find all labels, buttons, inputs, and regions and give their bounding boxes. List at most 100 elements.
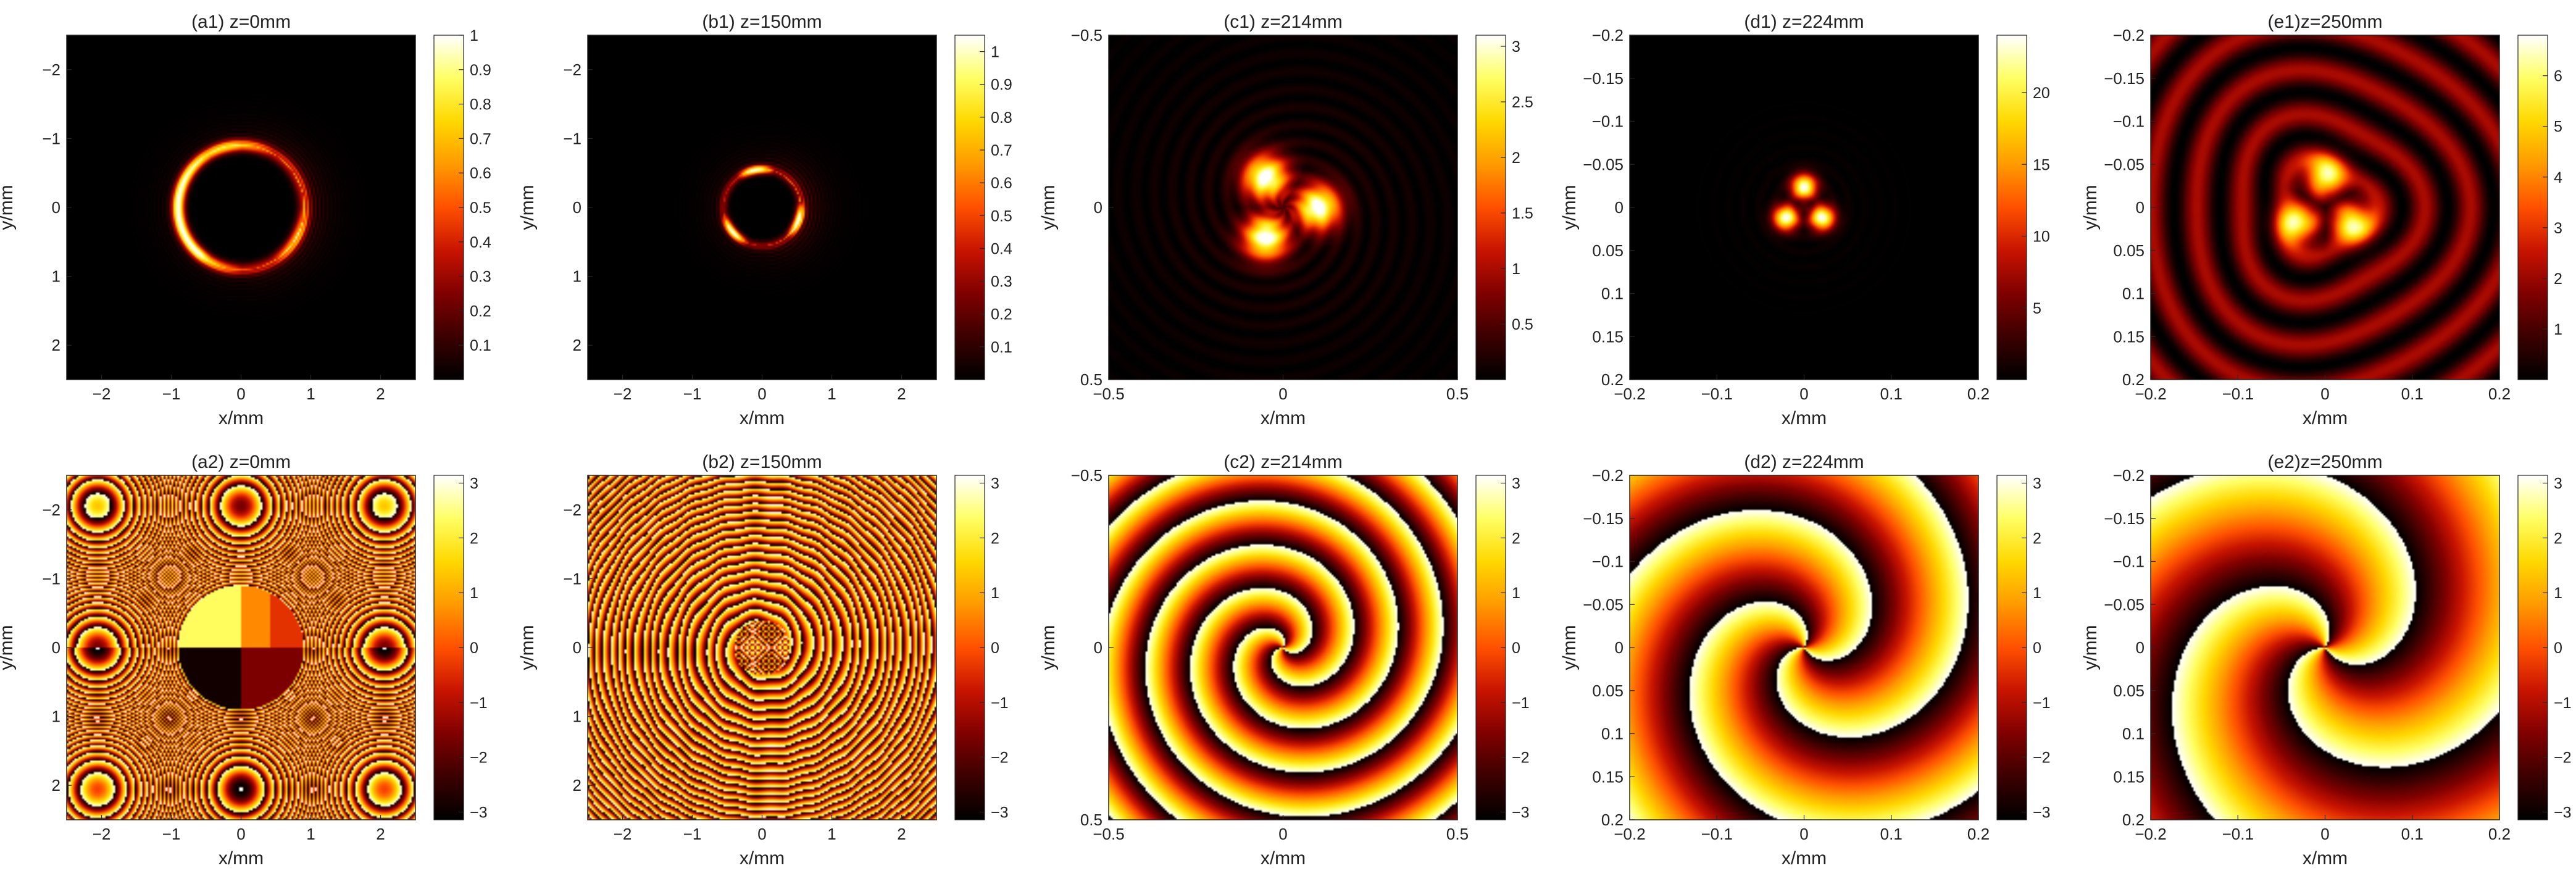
y-tick-label: −2 [42, 60, 60, 79]
x-tick-label: 0.1 [1880, 385, 1903, 403]
x-tick-label: −2 [93, 825, 111, 843]
colorbar-tick-label: 5 [2554, 119, 2562, 136]
x-tick-label: 2 [376, 385, 385, 403]
x-tick-label: 0 [757, 825, 766, 843]
panel-c1: (c1) z=214mm−0.5 0 0.5−0.500.5x/mmy/mm0.51… [1038, 12, 1533, 428]
y-tick-label: 2 [573, 336, 581, 354]
x-tick-label: 1 [306, 825, 315, 843]
colorbar-tick-label: −1 [1512, 694, 1530, 712]
colorbar-tick-label: 0.9 [991, 77, 1012, 94]
heatmap-a1 [67, 35, 415, 380]
colorbar-tick-label: 0 [2033, 640, 2041, 657]
y-tick-label: 1 [52, 707, 60, 726]
colorbar-tick-label: 0.4 [470, 234, 491, 251]
y-tick-label: −0.05 [1583, 155, 1624, 173]
y-tick-label: 0.2 [2122, 811, 2145, 829]
colorbar-tick-label: 3 [1512, 475, 1520, 493]
y-axis-label: y/mm [0, 625, 17, 670]
x-tick-label: 0.2 [1967, 385, 1990, 403]
colorbar-frame [954, 35, 985, 380]
colorbar-d1 [1997, 35, 2027, 380]
colorbar-tick-label: −1 [2033, 694, 2051, 712]
colorbar-tick-label: 1 [470, 27, 478, 44]
y-tick-label: −0.15 [1583, 509, 1624, 528]
colorbar-tick-label: 3 [991, 475, 999, 493]
y-tick-label: 2 [52, 776, 60, 794]
colorbar-tick-label: −2 [2033, 749, 2051, 767]
panel-title: (a1) z=0mm [191, 12, 291, 32]
colorbar-tick-label: 1 [1512, 585, 1520, 602]
x-tick-label: −0.1 [1701, 825, 1733, 843]
y-axis-label: y/mm [517, 185, 538, 230]
x-tick-label: 2 [897, 825, 906, 843]
y-tick-label: 0 [1094, 198, 1103, 217]
y-tick-label: 0.2 [2122, 370, 2145, 389]
colorbar-tick-label: −2 [2554, 749, 2572, 767]
y-tick-label: 1 [52, 267, 60, 286]
colorbar-tick-label: 0.7 [991, 142, 1012, 159]
y-axis-label: y/mm [2080, 625, 2101, 670]
heatmap-b2 [588, 475, 936, 820]
x-tick-label: 0.5 [1446, 385, 1469, 403]
colorbar-tick-label: −2 [470, 749, 488, 767]
colorbar-tick-label: 0.6 [991, 175, 1012, 192]
y-tick-label: −0.2 [2113, 26, 2145, 44]
panel-title: (c2) z=214mm [1223, 452, 1343, 472]
colorbar-tick-label: 1 [1512, 261, 1520, 278]
x-tick-label: −1 [683, 385, 702, 403]
colorbar-tick-label: 3 [2554, 475, 2562, 493]
colorbar-tick-label: 0 [1512, 640, 1520, 657]
colorbar-tick-label: 1 [2033, 585, 2041, 602]
colorbar-tick-label: 2 [1512, 149, 1520, 167]
x-tick-label: 0.1 [2401, 825, 2424, 843]
x-tick-label: −0.1 [2222, 825, 2254, 843]
y-tick-label: −2 [563, 60, 581, 79]
panel-e2: (e2)z=250mm−0.2 −0.1 0 0.1 0.2−0.2−0.15−0.1−… [2080, 452, 2572, 869]
x-tick-label: 0 [2320, 825, 2329, 843]
y-tick-label: 0.2 [1601, 811, 1624, 829]
y-tick-label: −2 [42, 501, 60, 519]
y-tick-label: 0.1 [1601, 725, 1624, 743]
x-axis-label: x/mm [1261, 408, 1306, 428]
x-tick-label: −0.1 [1701, 385, 1733, 403]
x-axis-label: x/mm [2303, 408, 2348, 428]
colorbar-tick-label: 3 [2554, 220, 2562, 237]
x-axis-label: x/mm [1782, 848, 1827, 869]
y-tick-label: 1 [573, 707, 581, 726]
colorbar-tick-label: 0 [470, 640, 478, 657]
heatmap-a2 [67, 475, 415, 820]
colorbar-tick-label: 2 [2033, 530, 2041, 547]
y-tick-label: 0.05 [2113, 682, 2145, 700]
y-tick-label: −0.2 [1592, 466, 1624, 485]
colorbar-tick-label: 1 [2554, 321, 2562, 338]
colorbar-tick-label: 6 [2554, 68, 2562, 85]
y-tick-label: 0 [52, 198, 60, 217]
y-tick-label: 0 [1094, 638, 1103, 657]
x-axis-label: x/mm [1261, 848, 1306, 869]
x-tick-label: −0.2 [2135, 385, 2166, 403]
colorbar-tick-label: 0.2 [470, 302, 491, 320]
colorbar-tick-label: 3 [470, 475, 478, 493]
colorbar-tick-label: 3 [2033, 475, 2041, 493]
colorbar-tick-label: −1 [991, 694, 1009, 712]
colorbar-tick-label: 0.4 [991, 240, 1012, 257]
colorbar-tick-label: 0.3 [991, 273, 1012, 291]
panel-d1: (d1) z=224mm−0.2 −0.1 0 0.1 0.2−0.2−0.15−0.1… [1559, 12, 2050, 428]
colorbar-tick-label: −1 [470, 694, 488, 712]
y-axis-label: y/mm [0, 185, 17, 230]
colorbar-tick-label: 1 [470, 585, 478, 602]
colorbar-tick-label: −3 [1512, 804, 1530, 821]
y-tick-label: 0.1 [2122, 725, 2145, 743]
colorbar-tick-label: −1 [2554, 694, 2572, 712]
y-tick-label: 2 [573, 776, 581, 794]
colorbar-tick-label: 20 [2033, 85, 2050, 102]
x-tick-label: 0.1 [1880, 825, 1903, 843]
panel-b2: (b2) z=150mm −2 −1 0 1 2 −2 −1 0 1 2 x/mm y/mm −3 −2 −1… [517, 452, 1009, 869]
colorbar-tick-label: 0.8 [470, 96, 491, 114]
y-tick-label: −1 [42, 129, 60, 148]
x-tick-label: 0.1 [2401, 385, 2424, 403]
y-tick-label: −0.1 [1592, 112, 1624, 131]
colorbar-tick-label: −3 [470, 804, 488, 821]
x-axis-label: x/mm [740, 408, 785, 428]
colorbar-tick-label: 2.5 [1512, 94, 1533, 111]
